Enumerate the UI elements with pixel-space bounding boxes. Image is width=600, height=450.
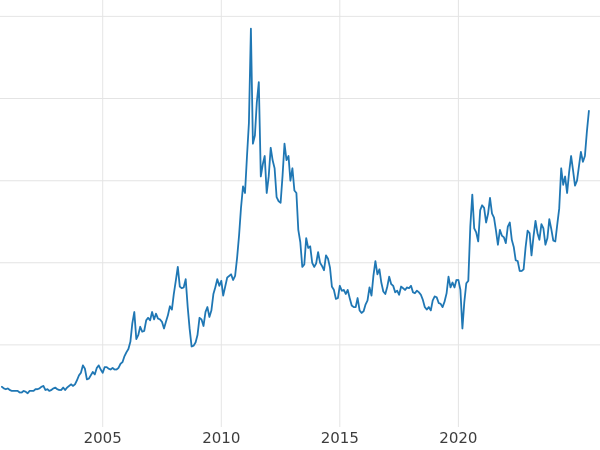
x-tick-label: 2005 [84, 429, 122, 447]
x-tick-label: 2020 [439, 429, 477, 447]
price-series-line [1, 27, 590, 395]
x-tick-label: 2015 [321, 429, 359, 447]
x-tick-label: 2010 [202, 429, 240, 447]
